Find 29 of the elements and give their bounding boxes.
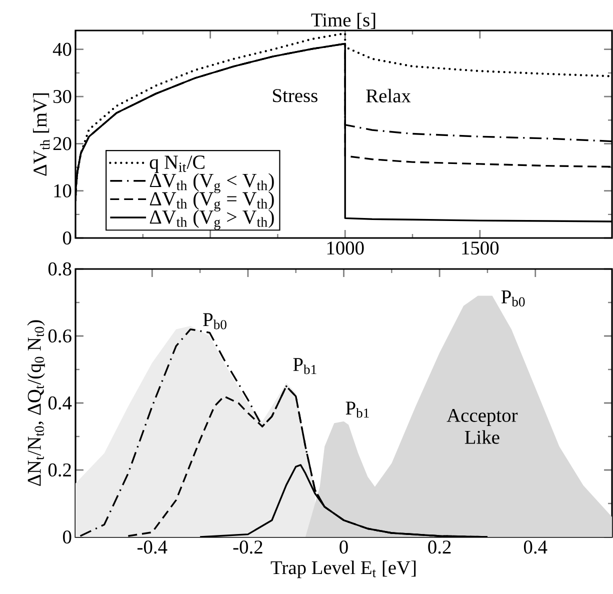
annotation: Stress — [273, 89, 318, 102]
x-tick-label: 0.4 — [524, 540, 548, 554]
x-axis-title: Trap Level E$_{t}$ [eV] — [270, 560, 416, 578]
legend-label: q N$_{it}$/C — [150, 156, 204, 173]
x-tick-label: 1000 — [327, 242, 364, 255]
y-axis-title: ΔV$_{th}$ [mV] — [32, 93, 50, 176]
y-tick-label: 30 — [53, 90, 72, 104]
x-tick-label: -0.4 — [137, 540, 168, 554]
text: ΔN$_{t}$/N$_{t0}$, ΔQ$_{t}$/(q$_{0}$ N$_{t0}$) — [27, 320, 45, 486]
annotation: Acceptor Like — [446, 408, 518, 444]
y-tick-label: 10 — [54, 184, 72, 198]
x-tick-label: 0 — [340, 540, 348, 554]
y-tick-label: 20 — [53, 137, 72, 150]
y-tick-label: 40 — [52, 42, 72, 56]
annotation: P$_{b0}$ — [203, 313, 226, 330]
x-tick-label: 1500 — [462, 242, 499, 255]
y-tick-label: 0 — [63, 530, 72, 544]
x-tick-label: -0.2 — [233, 540, 262, 554]
y-tick-label: 0.8 — [48, 262, 72, 276]
y-tick-label: 0.4 — [48, 396, 72, 410]
annotation: P$_{b0}$ — [501, 290, 525, 306]
y-tick-label: 0.6 — [48, 329, 72, 343]
annotation: P$_{b1}$ — [293, 358, 316, 374]
y-tick-label: 0 — [63, 231, 72, 245]
annotation: P$_{b1}$ — [346, 402, 369, 418]
y-tick-label: 0.2 — [48, 463, 71, 477]
x-tick-label: 0.2 — [428, 540, 451, 554]
annotation: Relax — [366, 88, 411, 102]
x-axis-title: Time [s] — [311, 12, 376, 29]
